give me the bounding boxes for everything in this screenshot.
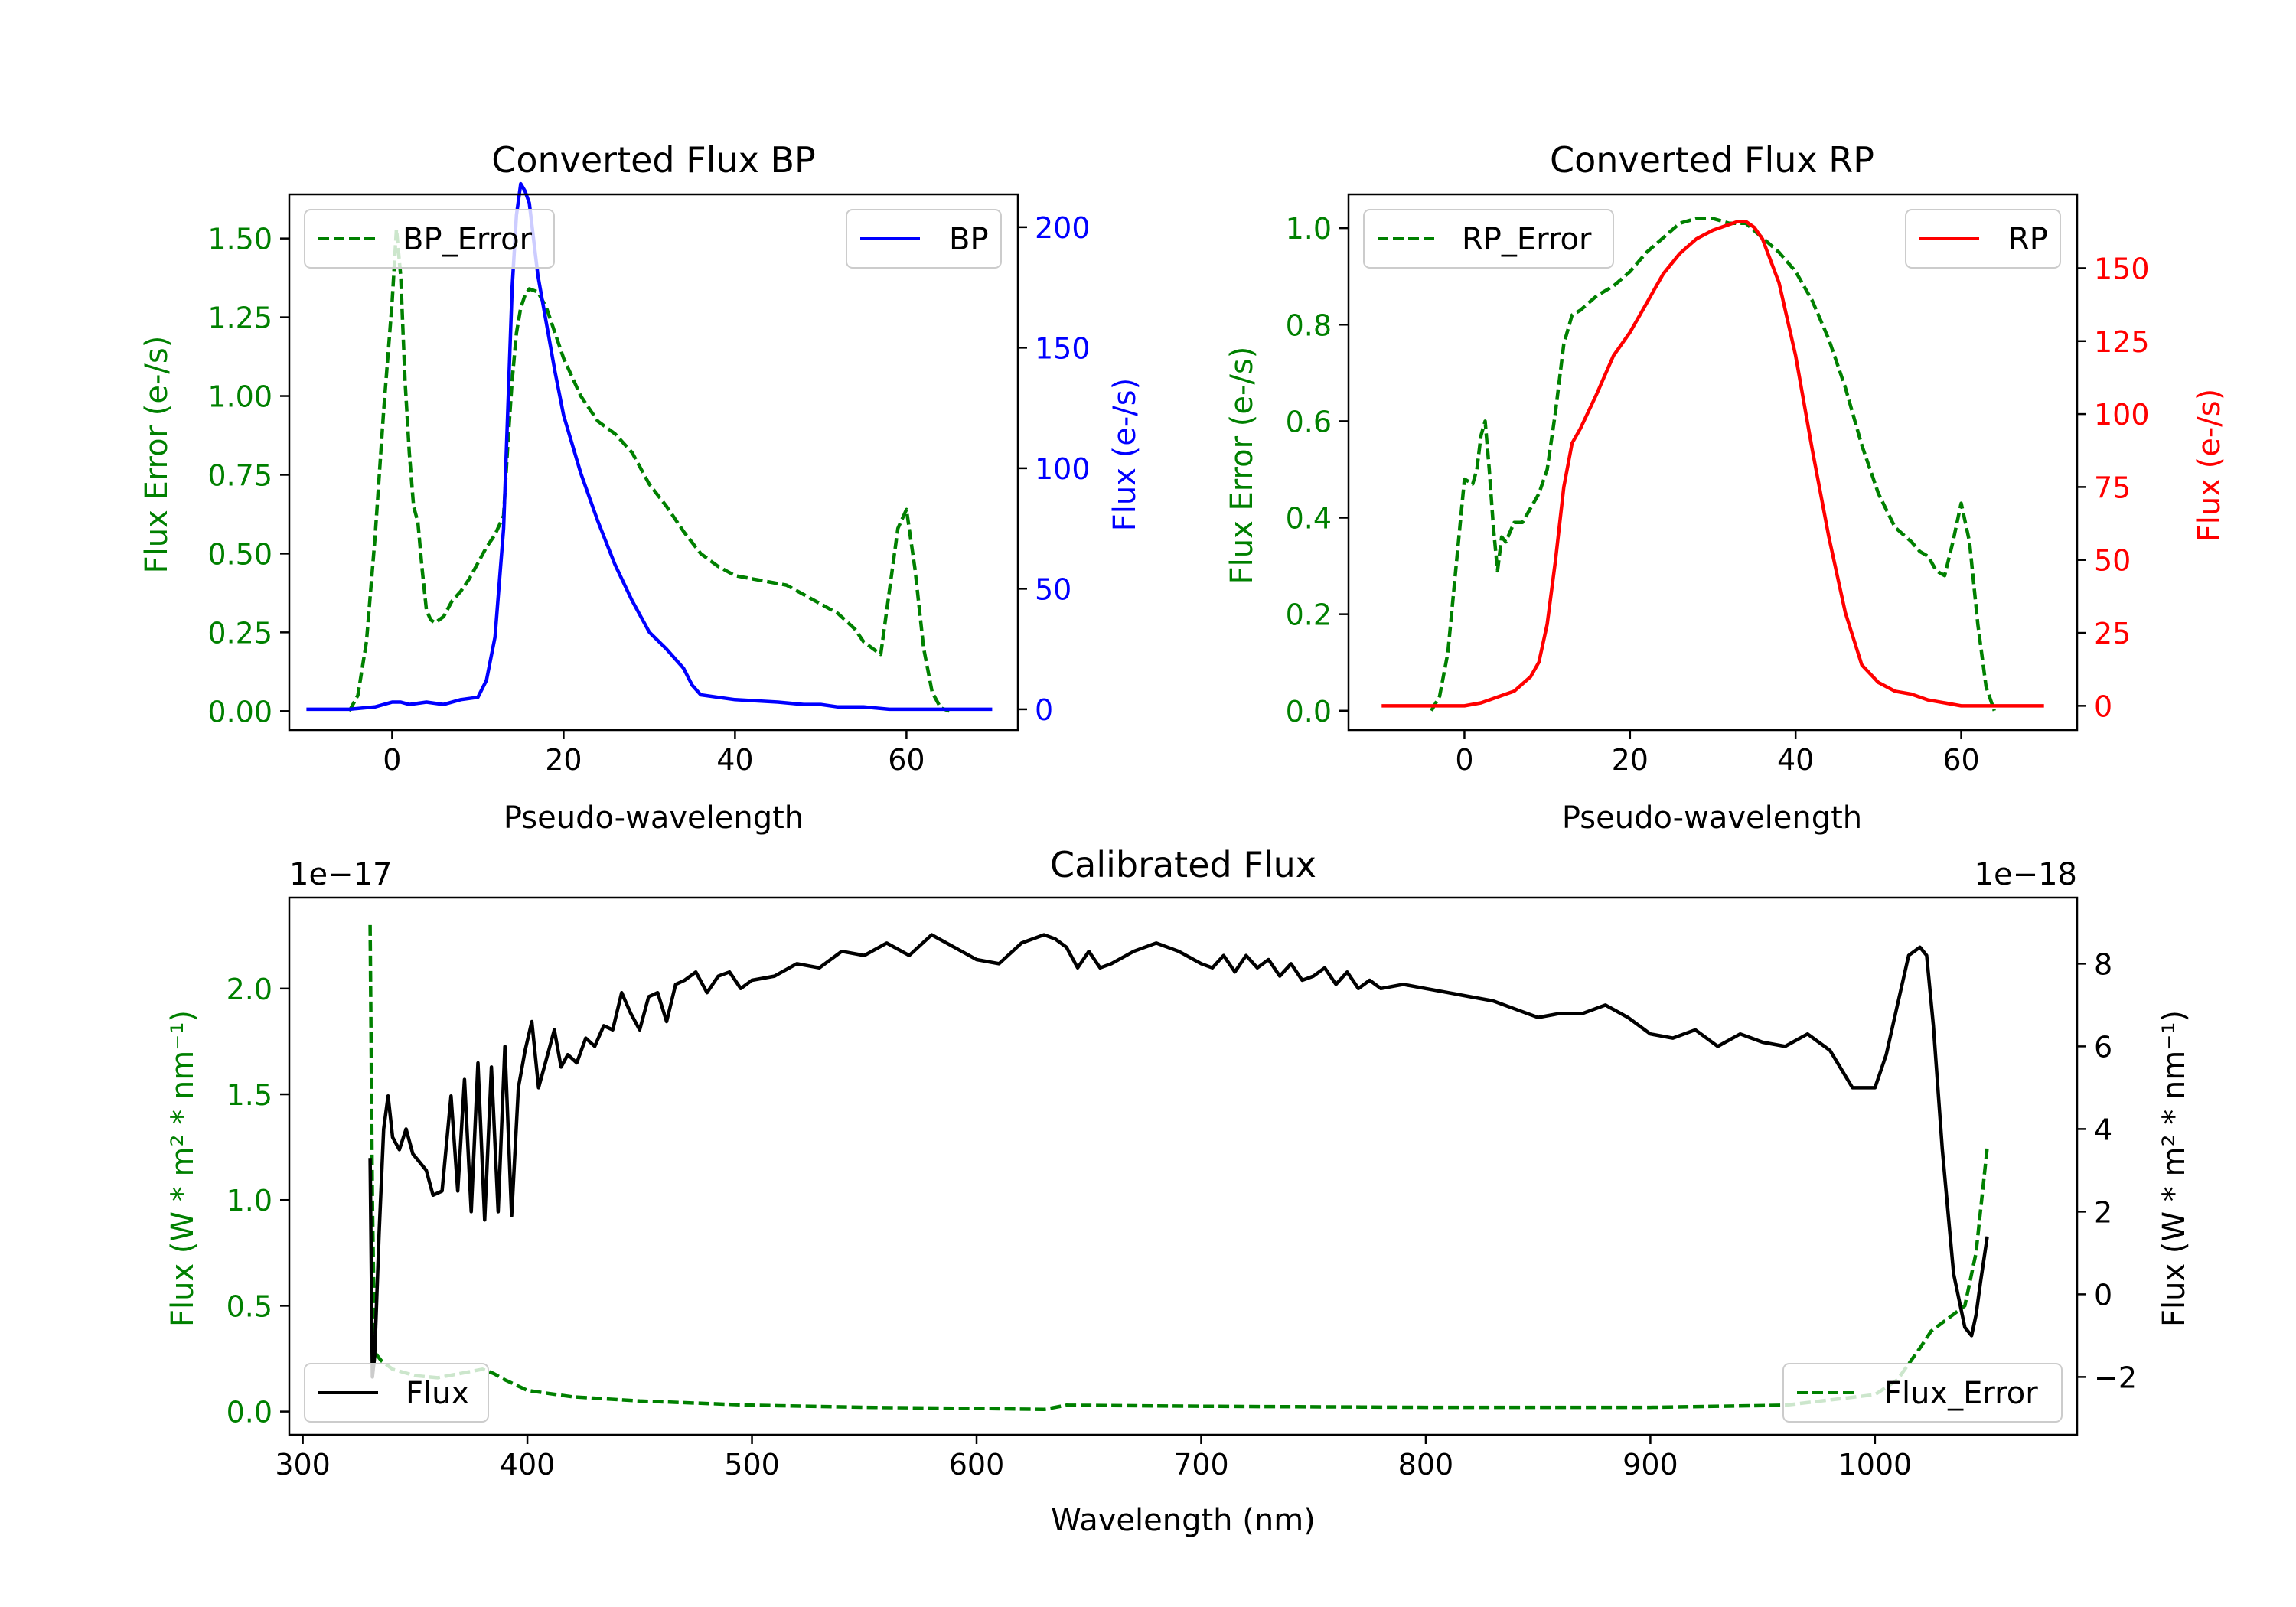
cal-legend: Flux Flux_Error: [304, 1363, 2063, 1423]
bp-plot-frame: [288, 193, 1019, 732]
cal-plot-frame: [288, 896, 2079, 1436]
rp-ticks: 0 20 40 60 0.0 0.2 0.4 0.6 0.8 1.0 0 25 50 75 100 125 15…: [1286, 212, 2150, 777]
cal-series-flux: [368, 933, 1989, 1379]
bp-ytick-left-label: 0.75: [207, 458, 272, 492]
panel-calibrated-flux: Calibrated Flux Wavelength (nm) Flux (W …: [165, 844, 2192, 1538]
bp-xtick-label: 0: [383, 743, 401, 777]
rp-ylabel-right: Flux (e-/s): [2192, 389, 2227, 542]
cal-ytick-right-label: 0: [2094, 1278, 2112, 1312]
rp-ytick-right-label: 0: [2094, 689, 2112, 723]
bp-ytick-left-label: 0.00: [207, 695, 272, 729]
rp-ytick-right-label: 100: [2094, 398, 2150, 432]
rp-xlabel: Pseudo-wavelength: [1562, 800, 1862, 836]
panel-converted-flux-bp: Converted Flux BP Pseudo-wavelength Flux…: [139, 139, 1143, 836]
bp-ytick-right-label: 50: [1035, 572, 1071, 606]
bp-ytick-left-label: 0.25: [207, 616, 272, 650]
cal-offset-left: 1e−17: [289, 857, 392, 892]
cal-ylabel-right: Flux (W * m² * nm⁻¹): [2157, 1010, 2192, 1327]
bp-title: Converted Flux BP: [491, 139, 816, 181]
rp-ytick-left-label: 0.8: [1286, 308, 1332, 342]
rp-ytick-right-label: 50: [2094, 544, 2131, 578]
cal-xtick-label: 1000: [1838, 1448, 1913, 1482]
cal-xtick-label: 300: [275, 1448, 331, 1482]
cal-xtick-label: 600: [949, 1448, 1005, 1482]
bp-legend: BP_Error BP: [304, 209, 1002, 269]
bp-legend-flux: BP: [846, 209, 1002, 269]
bp-xtick-label: 40: [716, 743, 753, 777]
cal-ytick-right-label: 2: [2094, 1195, 2112, 1229]
bp-ytick-left-label: 0.50: [207, 537, 272, 571]
cal-legend-flux: Flux: [304, 1363, 489, 1423]
bp-xtick-label: 20: [545, 743, 582, 777]
cal-ytick-left-label: 2.0: [227, 973, 272, 1006]
cal-xtick-label: 400: [500, 1448, 556, 1482]
rp-legend-flux: RP: [1905, 209, 2061, 269]
rp-xtick-label: 60: [1942, 743, 1979, 777]
cal-ytick-right-label: 8: [2094, 947, 2112, 981]
rp-title: Converted Flux RP: [1550, 139, 1874, 181]
bp-ytick-right-label: 0: [1035, 693, 1053, 727]
cal-ytick-left-label: 1.5: [227, 1078, 272, 1112]
bp-ytick-right-label: 200: [1035, 211, 1091, 245]
cal-ytick-left-label: 1.0: [227, 1184, 272, 1217]
rp-xtick-label: 20: [1612, 743, 1649, 777]
rp-ytick-right-label: 25: [2094, 617, 2131, 650]
rp-ytick-right-label: 75: [2094, 471, 2131, 504]
cal-legend-flux-label: Flux: [406, 1376, 469, 1411]
bp-ticks: 0 20 40 60 0.00 0.25 0.50 0.75 1.00 1.25 1.50 0 50 10…: [207, 211, 1090, 777]
bp-ylabel-left: Flux Error (e-/s): [139, 336, 174, 574]
cal-xtick-label: 500: [724, 1448, 780, 1482]
cal-ytick-right-label: 6: [2094, 1030, 2112, 1064]
cal-xtick-label: 800: [1398, 1448, 1454, 1482]
cal-offset-right: 1e−18: [1975, 857, 2077, 892]
rp-legend-flux-label: RP: [2008, 222, 2048, 257]
cal-ytick-left-label: 0.0: [227, 1396, 272, 1429]
rp-series-rp-error: [1430, 217, 1996, 712]
rp-xtick-label: 0: [1455, 743, 1473, 777]
cal-xtick-label: 900: [1623, 1448, 1678, 1482]
cal-ylabel-left: Flux (W * m² * nm⁻¹): [165, 1010, 201, 1327]
rp-ylabel-left: Flux Error (e-/s): [1225, 347, 1260, 585]
cal-title: Calibrated Flux: [1050, 844, 1316, 885]
bp-ytick-left-label: 1.00: [207, 380, 272, 414]
bp-xlabel: Pseudo-wavelength: [504, 800, 804, 836]
rp-legend: RP_Error RP: [1363, 209, 2061, 269]
bp-plot-lines: [306, 181, 993, 713]
rp-ytick-left-label: 0.0: [1286, 695, 1332, 729]
rp-xtick-label: 40: [1777, 743, 1814, 777]
bp-legend-error-label: BP_Error: [403, 222, 533, 257]
bp-ytick-right-label: 100: [1035, 452, 1091, 486]
rp-ytick-left-label: 0.6: [1286, 405, 1332, 438]
rp-series-rp: [1381, 220, 2044, 708]
rp-ytick-right-label: 150: [2094, 252, 2150, 285]
panel-converted-flux-rp: Converted Flux RP Pseudo-wavelength Flux…: [1225, 139, 2227, 836]
rp-ytick-left-label: 1.0: [1286, 212, 1332, 246]
cal-legend-error: Flux_Error: [1782, 1363, 2063, 1423]
rp-ytick-right-label: 125: [2094, 325, 2150, 359]
cal-xtick-label: 700: [1173, 1448, 1229, 1482]
cal-ytick-right-label: 4: [2094, 1113, 2112, 1146]
bp-ytick-left-label: 1.25: [207, 302, 272, 335]
bp-legend-error: BP_Error: [304, 209, 555, 269]
bp-ytick-right-label: 150: [1035, 331, 1091, 365]
rp-plot-frame: [1347, 193, 2079, 732]
bp-xtick-label: 60: [888, 743, 925, 777]
bp-legend-flux-label: BP: [949, 222, 989, 257]
rp-legend-error: RP_Error: [1363, 209, 1614, 269]
rp-ytick-left-label: 0.4: [1286, 502, 1332, 536]
bp-series-bp: [306, 181, 993, 712]
cal-legend-error-label: Flux_Error: [1884, 1376, 2038, 1411]
rp-ytick-left-label: 0.2: [1286, 598, 1332, 632]
bp-ylabel-right: Flux (e-/s): [1107, 378, 1143, 531]
cal-ticks: 300 400 500 600 700 800 900 1000 0.0 0.5 1.0 1.5 2.0…: [227, 947, 2137, 1482]
bp-ytick-left-label: 1.50: [207, 223, 272, 256]
rp-legend-error-label: RP_Error: [1462, 222, 1592, 257]
rp-plot-lines: [1381, 217, 2044, 712]
cal-ytick-right-label: −2: [2094, 1361, 2137, 1394]
cal-ytick-left-label: 0.5: [227, 1289, 272, 1323]
cal-xlabel: Wavelength (nm): [1051, 1503, 1316, 1538]
